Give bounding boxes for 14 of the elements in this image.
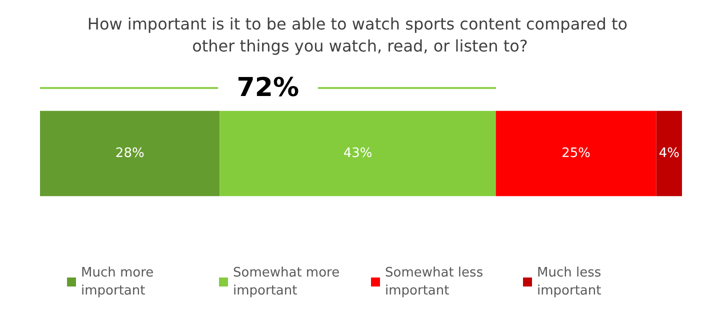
data-label: 43% [343,146,372,161]
data-label: 25% [562,146,591,161]
text: 72% [236,72,300,104]
bar [496,110,656,196]
legend-label: Much less important [537,266,606,298]
legend-label: Somewhat more important [233,266,344,298]
legend-label: Much more important [81,266,158,298]
data-label: 4% [658,146,680,161]
bar [40,110,220,196]
data-label: 28% [115,146,144,161]
bar [656,110,682,196]
legend-label: Somewhat less important [385,266,488,298]
bar [220,110,496,196]
chart-title: How important is it to be able to watch sports content compared to other things you watch, read, or listen to? [87,14,633,56]
